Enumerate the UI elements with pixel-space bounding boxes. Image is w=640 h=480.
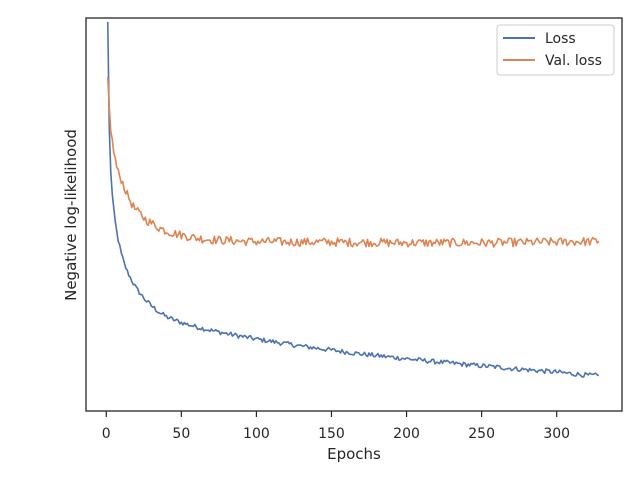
- plot-frame: [85, 17, 623, 412]
- x-tick-label: 250: [468, 426, 495, 442]
- x-tick-label: 50: [172, 426, 190, 442]
- x-tick-label: 150: [318, 426, 345, 442]
- legend: Loss Val. loss: [496, 24, 615, 76]
- legend-label-loss: Loss: [545, 31, 576, 47]
- x-axis-ticks: 0 50 100 150 200 250 300: [102, 411, 570, 442]
- x-tick-label: 0: [102, 426, 111, 442]
- series-layer: [106, 21, 600, 378]
- series-line-loss: [106, 21, 600, 378]
- y-axis-label: Negative log-likelihood: [62, 129, 80, 301]
- x-tick-label: 100: [243, 426, 270, 442]
- x-axis-label: Epochs: [327, 445, 381, 463]
- series-line-val-loss: [106, 76, 600, 248]
- legend-label-val-loss: Val. loss: [545, 53, 602, 69]
- x-tick-label: 300: [543, 426, 570, 442]
- x-tick-label: 200: [393, 426, 420, 442]
